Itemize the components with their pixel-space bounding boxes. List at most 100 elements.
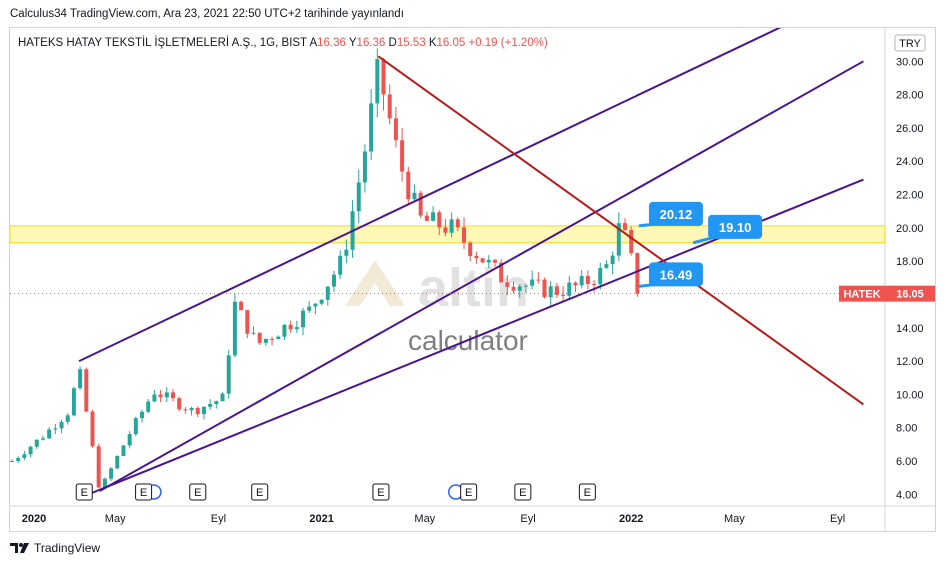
candle [455,217,460,232]
candle [288,320,293,333]
candle [598,262,603,290]
earnings-marker[interactable]: E [251,483,269,501]
candle [424,211,429,222]
candle [140,409,145,423]
price-chart[interactable]: altincalculator20.1219.1016.494.006.008.… [10,28,935,531]
legend-symbol[interactable]: HATEKS HATAY TEKSTİL İŞLETMELERİ A.Ş., 1… [18,36,309,49]
candle [164,387,169,403]
earnings-marker[interactable]: E [514,483,532,501]
candle [307,300,312,314]
candle [585,270,590,290]
earnings-marker[interactable]: E [372,483,390,501]
candle [220,392,225,402]
candle [158,390,163,403]
candle [208,399,213,411]
candle [90,410,95,448]
candle [344,239,349,264]
candle [437,210,442,236]
candle [505,275,510,296]
candle [523,283,528,293]
candle [276,335,281,340]
legend-change: +0.19 (+1.20%) [468,37,547,49]
candle [47,427,52,440]
price-callout-label: 16.49 [660,267,693,282]
legend-item-value: 16.36 [317,37,349,49]
last-price-tag: HATEK 16.05 [839,285,935,302]
candle [115,455,120,470]
footer-brand[interactable]: TradingView [34,541,101,555]
candle [418,190,423,218]
candle [561,286,566,302]
candle [362,144,367,193]
candle [325,286,330,306]
candle [629,226,634,256]
tradingview-logo-icon[interactable] [10,542,30,554]
earnings-marker[interactable]: E [135,483,153,501]
price-axis: 4.006.008.0010.0012.0014.0016.0018.0020.… [896,56,924,501]
candle [554,282,559,298]
candle [201,406,206,420]
chart-frame[interactable]: altincalculator20.1219.1016.494.006.008.… [9,27,936,532]
x-tick-label: Eyl [211,513,226,525]
candle [183,407,188,415]
candle [10,459,14,463]
footer: TradingView [10,541,100,555]
y-tick-label: 12.00 [896,356,924,368]
earnings-marker[interactable]: E [460,483,478,501]
candle [480,257,485,264]
candle [133,416,138,437]
candle [542,277,547,299]
candle [331,270,336,292]
candles [10,48,640,489]
price-callout[interactable]: 20.12 [638,201,703,228]
candle [96,443,101,489]
last-price-value: 16.05 [896,289,924,301]
legend-item-value: 15.53 [397,37,429,49]
earnings-marker-label: E [584,487,591,499]
time-axis: 2020 May Eyl 2021 May Eyl 2022 May Eyl [22,513,845,525]
legend-item-value: 16.36 [357,37,389,49]
legend-item-label: K [429,37,437,49]
candle [468,240,473,262]
price-callout[interactable]: 19.10 [692,214,763,245]
candle [567,275,572,299]
candle [78,366,83,390]
legend-item-value: 16.05 [437,37,469,49]
earnings-marker-label: E [194,487,201,499]
earnings-marker[interactable]: E [189,483,207,501]
candle [492,258,497,267]
candle [65,413,70,425]
candle [319,299,324,306]
x-tick-label: May [414,513,435,525]
candle [214,400,219,409]
x-tick-label: May [724,513,745,525]
candle [270,336,275,346]
candle [530,270,535,290]
candle [400,128,405,182]
price-callout[interactable]: 16.49 [638,262,703,288]
candle [536,271,541,284]
candle [109,467,114,482]
candle [431,206,436,222]
y-tick-label: 10.00 [896,389,924,401]
earnings-marker-label: E [256,487,263,499]
watermark: altin [345,258,529,318]
earnings-marker[interactable]: E [578,483,596,501]
earnings-marker[interactable]: E [75,483,93,501]
candle [71,386,76,417]
y-tick-label: 8.00 [896,423,917,435]
candle [257,332,262,346]
candle [375,48,380,118]
y-tick-label: 18.00 [896,256,924,268]
x-tick-label: Eyl [520,513,535,525]
candle [393,107,398,148]
candle [239,300,244,311]
candle [152,390,157,403]
x-tick-label: 2020 [22,513,46,525]
candle [443,218,448,237]
currency-badge: TRY [894,34,926,52]
price-callout-label: 19.10 [719,220,752,235]
candle [53,423,58,435]
channel-upper [78,28,782,363]
candle [579,270,584,289]
